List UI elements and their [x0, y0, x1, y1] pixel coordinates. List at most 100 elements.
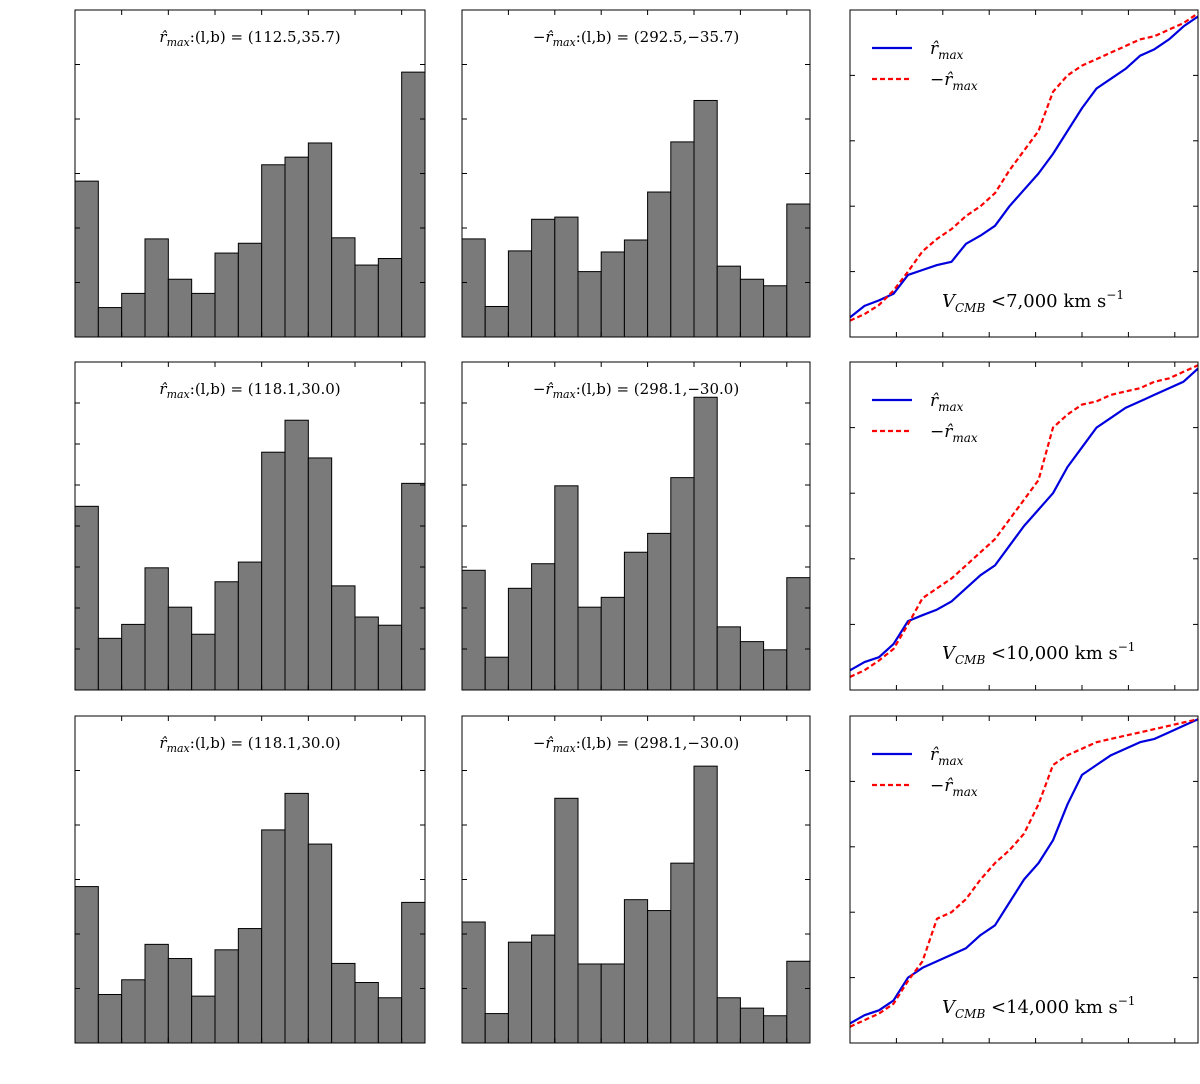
bar: [484, 305, 509, 338]
bar: [401, 482, 426, 691]
panel-annotation: −r̂max:(l,b) = (292.5,−35.7): [533, 28, 739, 49]
panel-r1-c1: −r̂max:(l,b) = (298.1,−30.0): [461, 361, 811, 691]
bar: [284, 156, 309, 338]
panel-r2-c0: r̂max:(l,b) = (118.1,30.0): [74, 715, 426, 1044]
bar: [377, 624, 403, 691]
legend-label: −r̂max: [930, 70, 978, 93]
velocity-annotation: VCMB <7,000 km s−1: [942, 288, 1124, 315]
bar: [507, 587, 533, 691]
bar: [577, 271, 602, 338]
bar: [191, 633, 216, 691]
legend-label: r̂max: [930, 745, 964, 768]
panel-annotation: r̂max:(l,b) = (118.1,30.0): [159, 734, 340, 755]
panel-annotation: r̂max:(l,b) = (112.5,35.7): [159, 28, 340, 49]
bar: [331, 585, 356, 691]
bar: [716, 626, 741, 691]
bar: [739, 278, 765, 338]
bar: [214, 949, 239, 1044]
bar: [507, 941, 533, 1044]
bar: [693, 396, 718, 691]
bar: [531, 934, 556, 1044]
bar: [121, 979, 146, 1044]
velocity-annotation: VCMB <14,000 km s−1: [942, 994, 1135, 1021]
legend-label: r̂max: [930, 39, 964, 62]
bar: [307, 843, 333, 1044]
bar: [786, 577, 811, 691]
bar: [144, 567, 169, 691]
bar: [763, 1015, 788, 1044]
panel-r1-c2: VCMB <10,000 km s−1 r̂max −r̂max: [849, 361, 1199, 691]
axes-frame: [849, 715, 1199, 1044]
bar: [623, 551, 649, 691]
bar: [739, 641, 765, 691]
bar: [600, 251, 625, 338]
bar: [461, 238, 486, 338]
axes-frame: [849, 9, 1199, 338]
bar: [461, 921, 486, 1044]
bar: [144, 238, 169, 338]
bar: [554, 485, 579, 691]
bar: [307, 457, 333, 691]
bar: [623, 239, 649, 338]
bar: [214, 252, 239, 338]
series-line-r-max: [849, 15, 1199, 319]
bar: [191, 292, 216, 338]
bar: [121, 292, 146, 338]
bar: [716, 997, 741, 1044]
bar: [284, 792, 309, 1044]
panel-r0-c1: −r̂max:(l,b) = (292.5,−35.7): [461, 9, 811, 338]
bar: [600, 963, 625, 1044]
bar: [354, 264, 379, 338]
velocity-annotation: VCMB <10,000 km s−1: [942, 640, 1135, 667]
bar: [354, 616, 379, 691]
bar: [284, 419, 309, 691]
panel-annotation: r̂max:(l,b) = (118.1,30.0): [159, 380, 340, 401]
bar: [647, 532, 672, 691]
bar: [307, 142, 333, 338]
axes-frame: [849, 361, 1199, 691]
series-line-r-max: [849, 718, 1199, 1025]
bar: [261, 829, 286, 1044]
bar: [167, 606, 193, 691]
bar: [121, 623, 146, 691]
legend-label: −r̂max: [930, 776, 978, 799]
bar: [97, 307, 123, 338]
bar: [670, 477, 695, 691]
bar: [693, 765, 718, 1044]
bar: [716, 265, 741, 338]
bar: [354, 982, 379, 1044]
bar: [461, 569, 486, 691]
bar: [167, 278, 193, 338]
bar: [74, 505, 99, 691]
panel-r2-c2: VCMB <14,000 km s−1 r̂max −r̂max: [849, 715, 1199, 1044]
panel-r0-c2: VCMB <7,000 km s−1 r̂max −r̂max: [849, 9, 1199, 338]
bar: [786, 203, 811, 338]
legend-label: r̂max: [930, 391, 964, 414]
bar: [577, 606, 602, 691]
bar: [237, 561, 263, 691]
bar: [377, 258, 403, 338]
bar: [693, 99, 718, 338]
panel-annotation: −r̂max:(l,b) = (298.1,−30.0): [533, 380, 739, 401]
bar: [261, 451, 286, 691]
bar: [237, 928, 263, 1044]
bar: [97, 637, 123, 691]
bar: [237, 242, 263, 338]
bar: [377, 997, 403, 1044]
bar: [670, 862, 695, 1044]
panel-annotation: −r̂max:(l,b) = (298.1,−30.0): [533, 734, 739, 755]
bar: [577, 963, 602, 1044]
bar: [600, 596, 625, 691]
bar: [191, 995, 216, 1044]
bar: [554, 216, 579, 338]
bar: [331, 962, 356, 1044]
bar: [484, 656, 509, 691]
legend-label: −r̂max: [930, 422, 978, 445]
series-line-neg-r-max: [849, 718, 1199, 1028]
bar: [507, 250, 533, 338]
bar: [401, 71, 426, 338]
panel-r0-c0: r̂max:(l,b) = (112.5,35.7): [74, 9, 426, 338]
bar: [670, 141, 695, 338]
bar: [647, 910, 672, 1044]
